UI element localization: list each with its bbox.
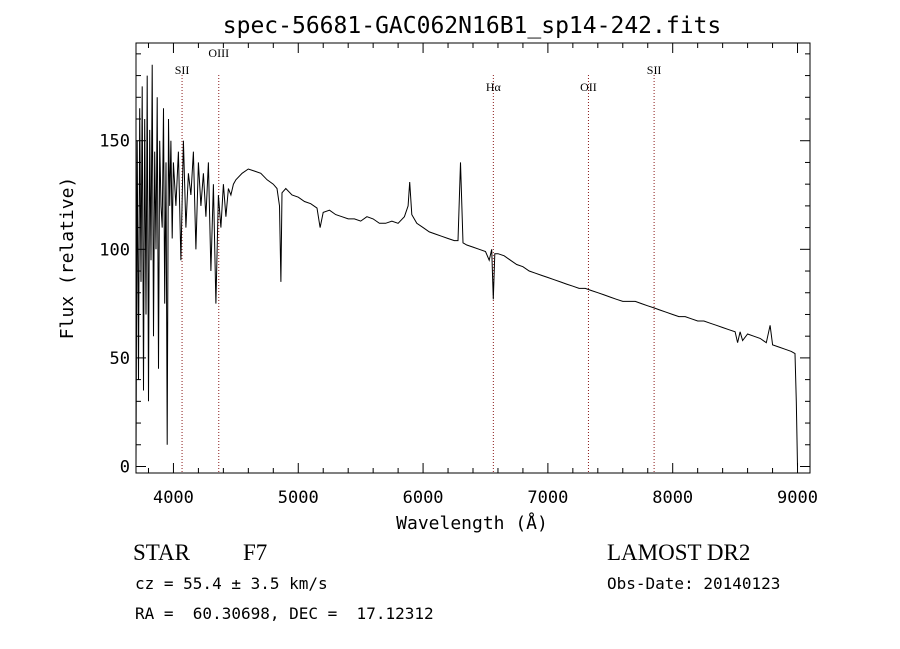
y-tick-label: 100 [99, 240, 130, 260]
x-tick-label: 8000 [652, 488, 693, 508]
x-tick-label: 5000 [278, 488, 319, 508]
object-class: STAR [133, 540, 190, 565]
y-tick-label: 0 [120, 457, 130, 477]
marker-label: SII [175, 63, 190, 77]
object-subclass: F7 [243, 540, 268, 565]
marker-label: Hα [486, 80, 502, 94]
sky-coordinates: RA = 60.30698, DEC = 17.12312 [135, 604, 434, 623]
x-tick-label: 6000 [403, 488, 444, 508]
observation-date: Obs-Date: 20140123 [607, 574, 781, 593]
emission-line-markers: SII OIII Hα OII SII [175, 46, 662, 473]
survey-name: LAMOST DR2 [607, 540, 751, 565]
redshift-velocity: cz = 55.4 ± 3.5 km/s [135, 574, 328, 593]
plot-frame [135, 42, 811, 474]
x-tick-label: 7000 [527, 488, 568, 508]
y-axis-label: Flux (relative) [57, 177, 78, 340]
y-tick-label: 150 [99, 132, 130, 152]
chart-title: spec-56681-GAC062N16B1_sp14-242.fits [223, 13, 722, 39]
spectrum-line [135, 64, 798, 467]
x-tick-label: 4000 [153, 488, 194, 508]
axis-ticks: 4000 5000 6000 7000 8000 9000 0 50 100 150 [99, 43, 818, 508]
x-axis-label: Wavelength (Å) [396, 512, 548, 534]
marker-label: SII [647, 63, 662, 77]
y-tick-label: 50 [110, 349, 130, 369]
x-tick-label: 9000 [777, 488, 818, 508]
marker-label: OIII [208, 46, 229, 60]
marker-label: OII [580, 80, 597, 94]
